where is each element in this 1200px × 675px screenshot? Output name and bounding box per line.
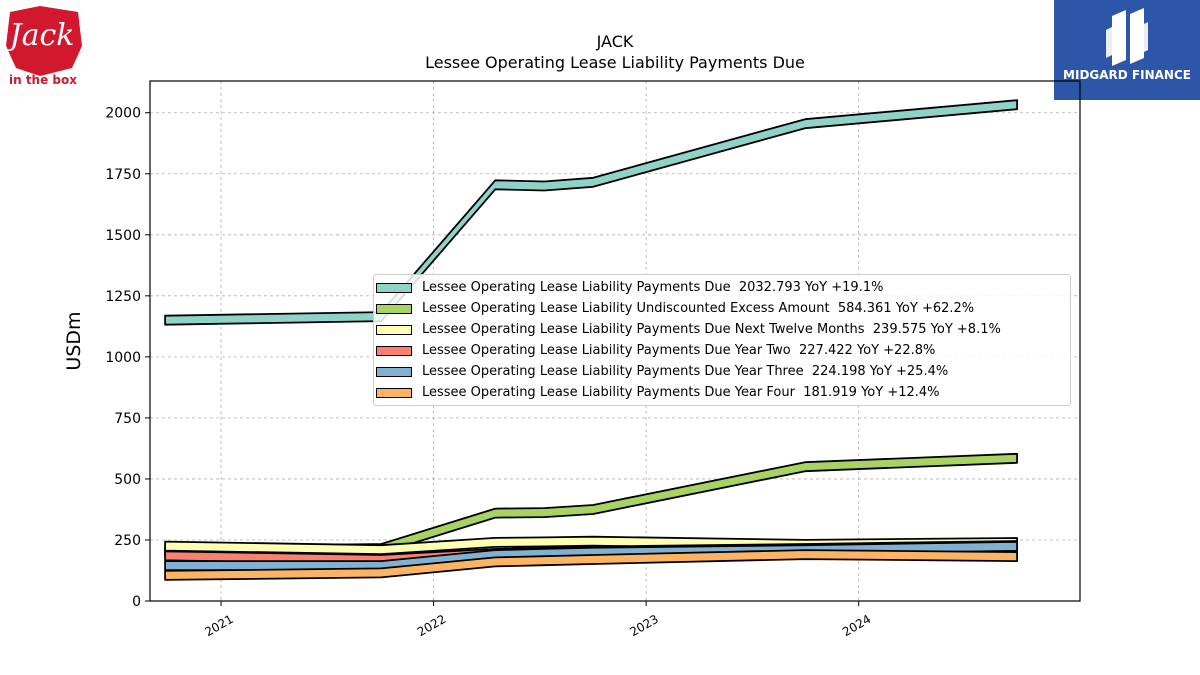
legend-item: Lessee Operating Lease Liability Undisco… — [374, 298, 974, 319]
y-axis-label: USDm — [63, 311, 85, 370]
y-tick-label: 500 — [114, 472, 141, 488]
chart-legend: Lessee Operating Lease Liability Payment… — [373, 274, 1071, 406]
jack-in-the-box-logo: Jack in the box — [0, 0, 90, 90]
series-band — [164, 452, 1018, 557]
logo-badge-shape — [6, 6, 82, 76]
y-tick-label: 1750 — [105, 167, 141, 183]
legend-label: Lessee Operating Lease Liability Payment… — [422, 364, 949, 379]
x-tick-label: 2022 — [415, 612, 448, 639]
chart-title-block: JACK Lessee Operating Lease Liability Pa… — [150, 32, 1080, 74]
legend-swatch — [376, 387, 412, 398]
y-tick-label: 1000 — [105, 350, 141, 366]
plot-frame — [149, 80, 1081, 602]
legend-swatch — [376, 282, 412, 293]
legend-item: Lessee Operating Lease Liability Payment… — [374, 277, 883, 298]
series-layer — [164, 99, 1018, 581]
legend-swatch — [376, 366, 412, 377]
y-tick-label: 2000 — [105, 106, 141, 122]
midgard-finance-logo: MIDGARD FINANCE — [1054, 0, 1200, 100]
series-band — [164, 549, 1018, 581]
chart-subtitle: Lessee Operating Lease Liability Payment… — [425, 53, 805, 72]
midgard-brand-name: MIDGARD FINANCE — [1063, 68, 1191, 82]
chart-title: JACK — [596, 32, 634, 51]
y-tick-label: 250 — [114, 533, 141, 549]
y-tick-label: 0 — [132, 594, 141, 610]
x-tick-label: 2021 — [202, 612, 235, 639]
legend-item: Lessee Operating Lease Liability Payment… — [374, 382, 940, 403]
y-tick-label: 1500 — [105, 228, 141, 244]
logo-jack-text: Jack — [4, 18, 75, 53]
x-tick-label: 2023 — [627, 612, 660, 639]
legend-label: Lessee Operating Lease Liability Undisco… — [422, 301, 975, 316]
legend-label: Lessee Operating Lease Liability Payment… — [422, 280, 884, 295]
legend-swatch — [376, 303, 412, 314]
logo-subtext: in the box — [9, 73, 77, 87]
legend-swatch — [376, 345, 412, 356]
legend-label: Lessee Operating Lease Liability Payment… — [422, 343, 936, 358]
y-tick-label: 1250 — [105, 289, 141, 305]
legend-swatch — [376, 324, 412, 335]
legend-item: Lessee Operating Lease Liability Payment… — [374, 340, 935, 361]
legend-label: Lessee Operating Lease Liability Payment… — [422, 322, 1001, 337]
y-tick-label: 750 — [114, 411, 141, 427]
x-tick-label: 2024 — [840, 612, 873, 639]
legend-item: Lessee Operating Lease Liability Payment… — [374, 361, 948, 382]
legend-label: Lessee Operating Lease Liability Payment… — [422, 385, 940, 400]
legend-item: Lessee Operating Lease Liability Payment… — [374, 319, 1001, 340]
midgard-emblem-icon — [1106, 8, 1148, 66]
